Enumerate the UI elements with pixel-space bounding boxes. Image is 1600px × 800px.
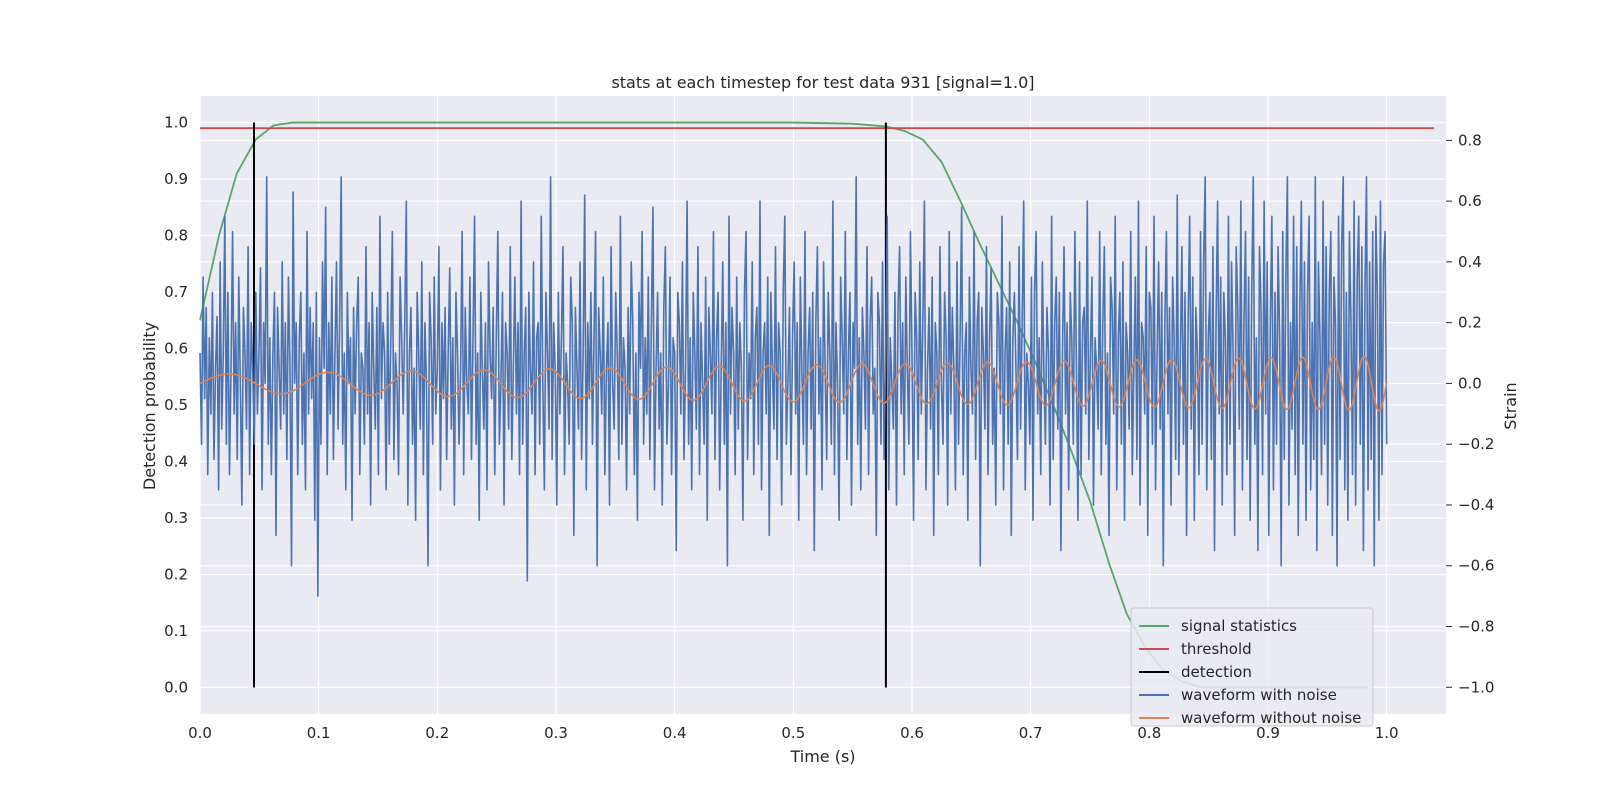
y2-tick-label: 0.4: [1458, 253, 1482, 271]
y-tick-label: 0.4: [164, 452, 188, 470]
legend-label: waveform with noise: [1181, 686, 1337, 704]
y-tick-label: 0.8: [164, 227, 188, 245]
y2-tick-label: −0.8: [1458, 617, 1494, 635]
y-tick-label: 0.3: [164, 509, 188, 527]
y2-tick-label: 0.0: [1458, 374, 1482, 392]
x-tick-label: 0.5: [781, 724, 805, 742]
x-tick-label: 0.4: [663, 724, 687, 742]
y2-tick-label: 0.8: [1458, 131, 1482, 149]
legend-label: signal statistics: [1181, 617, 1297, 635]
legend-label: waveform without noise: [1181, 709, 1361, 727]
x-tick-label: 0.8: [1137, 724, 1161, 742]
y-tick-label: 0.9: [164, 170, 188, 188]
x-tick-label: 0.3: [544, 724, 568, 742]
x-tick-label: 0.6: [900, 724, 924, 742]
x-tick-label: 0.7: [1019, 724, 1043, 742]
chart-title: stats at each timestep for test data 931…: [611, 73, 1034, 92]
y2-tick-label: −0.4: [1458, 496, 1494, 514]
y2-tick-label: 0.6: [1458, 192, 1482, 210]
y2-tick-label: −1.0: [1458, 678, 1494, 696]
legend: signal statistics threshold detection wavef…: [1130, 607, 1374, 727]
x-tick-label: 0.0: [188, 724, 212, 742]
x-tick-label: 0.1: [307, 724, 331, 742]
y-tick-label: 0.2: [164, 565, 188, 583]
waveform-with-noise-line: [199, 176, 1388, 597]
x-axis-title: Time (s): [789, 747, 855, 766]
axis-layer: 0.0 0.1 0.2 0.3 0.4 0.5 0.6 0.7 0.8 0.9 1.0 0.0 0.1 0…: [164, 114, 1494, 742]
y2-axis-title: Strain: [1501, 382, 1520, 429]
x-tick-label: 0.2: [425, 724, 449, 742]
x-tick-label: 1.0: [1375, 724, 1399, 742]
y-tick-label: 0.6: [164, 340, 188, 358]
legend-label: threshold: [1181, 640, 1252, 658]
y-tick-label: 1.0: [164, 114, 188, 132]
y-tick-label: 0.0: [164, 678, 188, 696]
waveform-without-noise-line: [199, 355, 1388, 412]
y-axis-title: Detection probability: [140, 322, 159, 490]
legend-box: [1130, 607, 1374, 727]
series-layer: [199, 121, 1435, 689]
y-tick-label: 0.1: [164, 622, 188, 640]
x-tick-label: 0.9: [1256, 724, 1280, 742]
legend-label: detection: [1181, 663, 1252, 681]
y2-tick-label: 0.2: [1458, 314, 1482, 332]
y-tick-label: 0.7: [164, 283, 188, 301]
y2-tick-label: −0.2: [1458, 435, 1494, 453]
y2-tick-label: −0.6: [1458, 557, 1494, 575]
y-tick-label: 0.5: [164, 396, 188, 414]
